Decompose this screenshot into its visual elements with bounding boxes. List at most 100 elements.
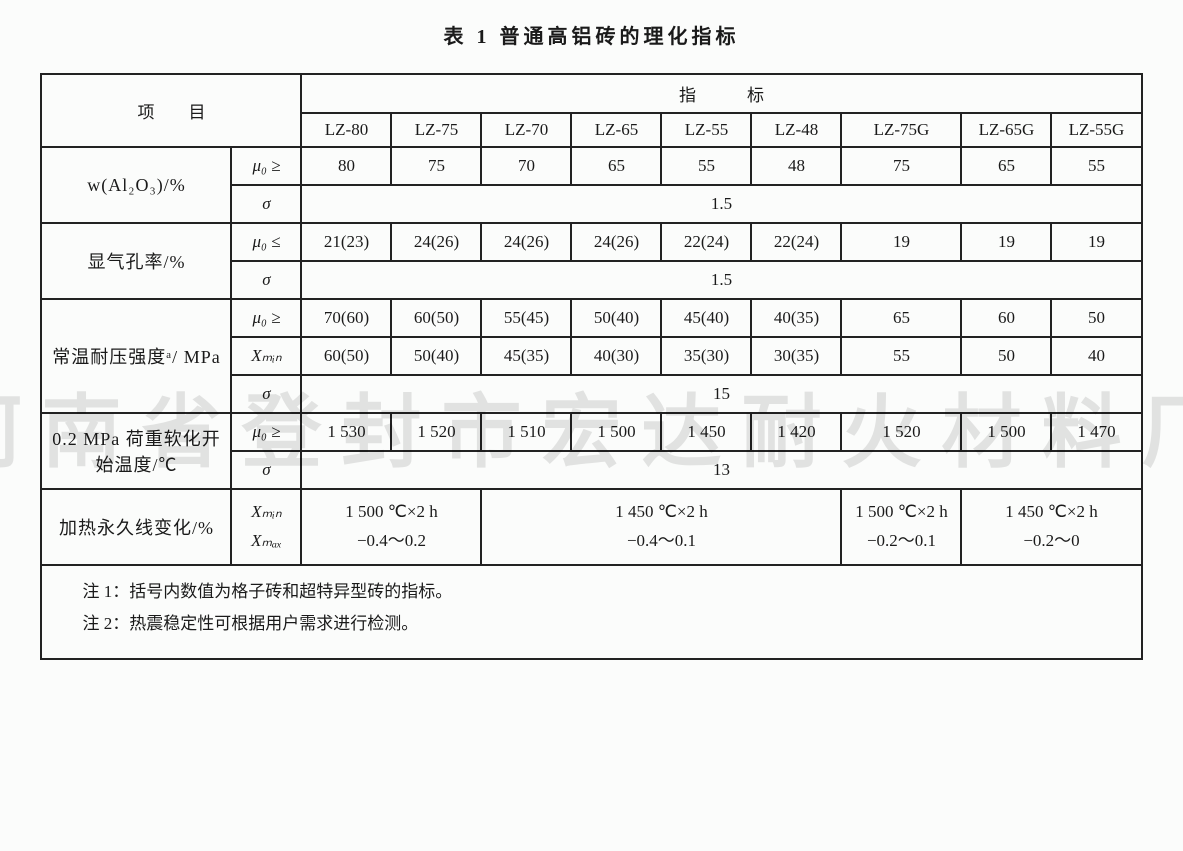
param-xmin-xmax: Xₘᵢₙ Xₘₐₓ — [231, 489, 301, 565]
group-cell: 1 450 ℃×2 h −0.2～0 — [961, 489, 1141, 565]
cell-line: 1 450 ℃×2 h — [1005, 502, 1097, 521]
cell: 22(24) — [661, 223, 751, 261]
cell: 45(35) — [481, 337, 571, 375]
table-row: w(Al₂O₃)/% μ₀ ≥ 80 75 70 65 55 48 75 65 … — [41, 147, 1141, 185]
spec-table: 项 目 指 标 LZ-80 LZ-75 LZ-70 LZ-65 LZ-55 LZ… — [40, 73, 1142, 660]
param-sigma: σ — [231, 261, 301, 299]
param-sigma: σ — [231, 451, 301, 489]
col-header: LZ-55 — [661, 113, 751, 147]
cell: 65 — [841, 299, 961, 337]
cell-line: 1 450 ℃×2 h — [615, 502, 707, 521]
cell: 40(35) — [751, 299, 841, 337]
table-row: 常温耐压强度ᵃ/ MPa μ₀ ≥ 70(60) 60(50) 55(45) 5… — [41, 299, 1141, 337]
table-row: 显气孔率/% μ₀ ≤ 21(23) 24(26) 24(26) 24(26) … — [41, 223, 1141, 261]
sigma-value: 1.5 — [301, 185, 1141, 223]
group-cell: 1 500 ℃×2 h −0.4～0.2 — [301, 489, 481, 565]
cell-line: −0.2～0.1 — [867, 531, 936, 550]
col-header: LZ-80 — [301, 113, 391, 147]
cell: 19 — [841, 223, 961, 261]
cell: 50(40) — [391, 337, 481, 375]
cell: 35(30) — [661, 337, 751, 375]
col-header: LZ-70 — [481, 113, 571, 147]
note-line: 注 1：括号内数值为格子砖和超特异型砖的指标。 — [82, 576, 1100, 608]
cell: 55 — [841, 337, 961, 375]
param-sigma: σ — [231, 375, 301, 413]
cell: 19 — [961, 223, 1051, 261]
cell-line: −0.2～0 — [1023, 531, 1079, 550]
cell: 70 — [481, 147, 571, 185]
col-header: LZ-65 — [571, 113, 661, 147]
cell: 80 — [301, 147, 391, 185]
row-label-linear-change: 加热永久线变化/% — [41, 489, 231, 565]
cell: 70(60) — [301, 299, 391, 337]
cell: 55 — [1051, 147, 1141, 185]
cell: 60(50) — [301, 337, 391, 375]
table-row: 项 目 指 标 — [41, 74, 1141, 113]
cell: 1 520 — [841, 413, 961, 451]
row-label-strength: 常温耐压强度ᵃ/ MPa — [41, 299, 231, 413]
cell: 65 — [961, 147, 1051, 185]
cell-line: −0.4～0.2 — [357, 531, 426, 550]
col-header: LZ-75G — [841, 113, 961, 147]
group-cell: 1 500 ℃×2 h −0.2～0.1 — [841, 489, 961, 565]
sigma-value: 13 — [301, 451, 1141, 489]
param-mu: μ₀ ≤ — [231, 223, 301, 261]
cell: 50 — [1051, 299, 1141, 337]
cell-line: 1 500 ℃×2 h — [345, 502, 437, 521]
cell: 22(24) — [751, 223, 841, 261]
notes-cell: 注 1：括号内数值为格子砖和超特异型砖的指标。 注 2：热震稳定性可根据用户需求… — [41, 565, 1141, 660]
row-label-porosity: 显气孔率/% — [41, 223, 231, 299]
group-cell: 1 450 ℃×2 h −0.4～0.1 — [481, 489, 841, 565]
cell: 1 420 — [751, 413, 841, 451]
cell: 65 — [571, 147, 661, 185]
cell: 30(35) — [751, 337, 841, 375]
cell-line: −0.4～0.1 — [627, 531, 696, 550]
cell: 24(26) — [571, 223, 661, 261]
param-sigma: σ — [231, 185, 301, 223]
cell: 1 530 — [301, 413, 391, 451]
cell: 1 500 — [571, 413, 661, 451]
col-header: LZ-75 — [391, 113, 481, 147]
cell: 48 — [751, 147, 841, 185]
param-mu: μ₀ ≥ — [231, 147, 301, 185]
note-line: 注 2：热震稳定性可根据用户需求进行检测。 — [82, 608, 1100, 640]
cell: 1 450 — [661, 413, 751, 451]
cell: 21(23) — [301, 223, 391, 261]
cell: 60(50) — [391, 299, 481, 337]
sigma-value: 15 — [301, 375, 1141, 413]
cell: 40 — [1051, 337, 1141, 375]
header-indicators: 指 标 — [301, 74, 1141, 113]
col-header: LZ-55G — [1051, 113, 1141, 147]
cell: 1 470 — [1051, 413, 1141, 451]
sigma-value: 1.5 — [301, 261, 1141, 299]
cell: 24(26) — [481, 223, 571, 261]
cell: 50 — [961, 337, 1051, 375]
cell: 50(40) — [571, 299, 661, 337]
cell: 55(45) — [481, 299, 571, 337]
cell: 40(30) — [571, 337, 661, 375]
row-label-al2o3: w(Al₂O₃)/% — [41, 147, 231, 223]
table-row: 注 1：括号内数值为格子砖和超特异型砖的指标。 注 2：热震稳定性可根据用户需求… — [41, 565, 1141, 660]
param-line: Xₘᵢₙ — [251, 502, 281, 521]
cell: 55 — [661, 147, 751, 185]
cell: 1 520 — [391, 413, 481, 451]
cell: 75 — [391, 147, 481, 185]
col-header: LZ-65G — [961, 113, 1051, 147]
cell: 19 — [1051, 223, 1141, 261]
param-xmin: Xₘᵢₙ — [231, 337, 301, 375]
header-item: 项 目 — [41, 74, 301, 147]
param-mu: μ₀ ≥ — [231, 413, 301, 451]
param-mu: μ₀ ≥ — [231, 299, 301, 337]
param-line: Xₘₐₓ — [251, 531, 282, 550]
cell: 75 — [841, 147, 961, 185]
row-label-softening: 0.2 MPa 荷重软化开始温度/℃ — [41, 413, 231, 489]
table-title: 表 1 普通高铝砖的理化指标 — [10, 20, 1173, 49]
cell-line: 1 500 ℃×2 h — [855, 502, 947, 521]
cell: 24(26) — [391, 223, 481, 261]
table-row: 加热永久线变化/% Xₘᵢₙ Xₘₐₓ 1 500 ℃×2 h −0.4～0.2… — [41, 489, 1141, 565]
cell: 60 — [961, 299, 1051, 337]
cell: 45(40) — [661, 299, 751, 337]
cell: 1 510 — [481, 413, 571, 451]
table-row: 0.2 MPa 荷重软化开始温度/℃ μ₀ ≥ 1 530 1 520 1 51… — [41, 413, 1141, 451]
cell: 1 500 — [961, 413, 1051, 451]
